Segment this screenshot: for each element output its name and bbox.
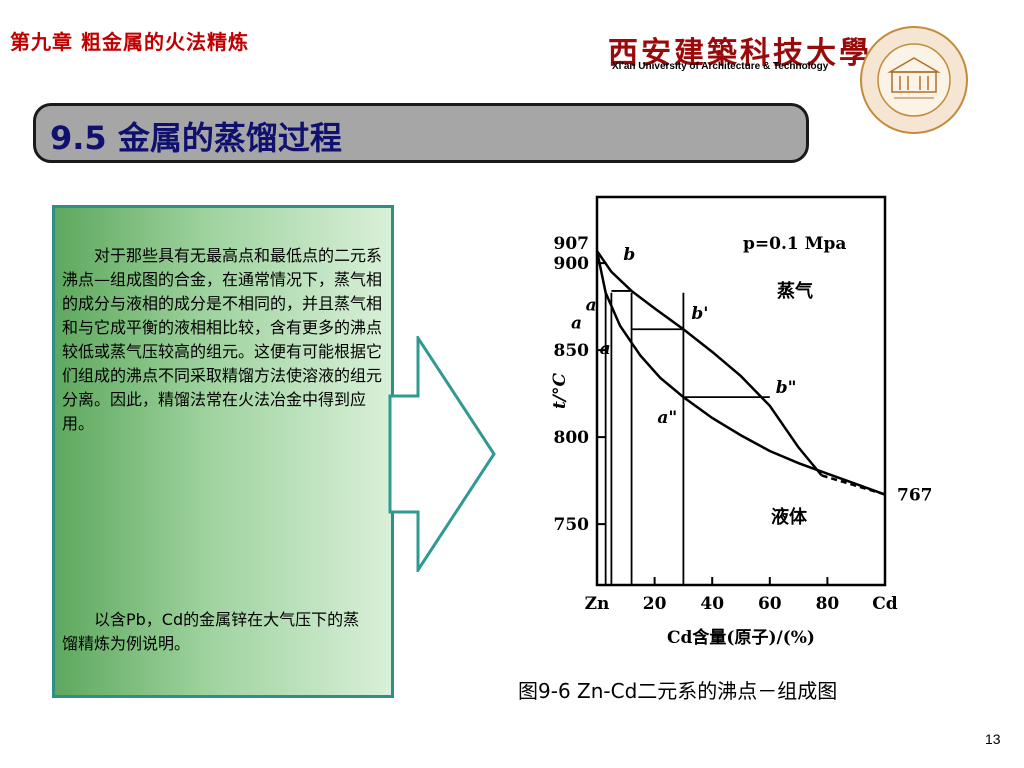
y-tick-label: 850 [554, 341, 590, 361]
figure-caption: 图9-6 Zn-Cd二元系的沸点－组成图 [518, 679, 838, 703]
pressure-annotation: p=0.1 Mpa [743, 234, 846, 254]
y-extra-label: 767 [897, 486, 933, 506]
point-label: b' [691, 304, 708, 324]
right-arrow-icon [388, 336, 496, 572]
plot-frame [595, 195, 887, 587]
text-panel [52, 205, 394, 698]
y-extra-label: 907 [554, 234, 590, 254]
y-axis-label: t/°C [550, 372, 570, 409]
point-label: a [586, 296, 597, 316]
x-axis-label: Cd含量(原子)/(%) [667, 627, 815, 648]
point-label: b [623, 245, 635, 265]
chapter-title: 第九章 粗金属的火法精炼 [10, 30, 249, 54]
point-label: b" [776, 378, 797, 398]
y-tick-label: 800 [554, 428, 590, 448]
university-name-en: Xi'an University of Architecture & Techn… [612, 61, 829, 72]
curve-label: a [571, 314, 582, 334]
liquid-region-label: 液体 [771, 506, 808, 528]
x-tick-label: 80 [816, 594, 840, 614]
page-number: 13 [985, 731, 1001, 747]
point-label: a" [657, 408, 677, 428]
x-tick-label: 40 [700, 594, 724, 614]
section-title: 9.5 金属的蒸馏过程 [50, 119, 342, 157]
vapor-curve [595, 250, 823, 477]
liquid-curve [595, 250, 886, 496]
x-tick-label: 20 [643, 594, 667, 614]
x-tick-label: 60 [758, 594, 782, 614]
university-seal-icon [860, 26, 968, 134]
university-name-cn: 西安建築科技大學 [608, 36, 872, 71]
curve-label: a [600, 339, 611, 359]
body-paragraph-2: 以含Pb，Cd的金属锌在大气压下的蒸馏精炼为例说明。 [62, 610, 360, 653]
vapor-curve-dashed [821, 474, 886, 496]
y-tick-label: 750 [554, 515, 590, 535]
body-paragraph-1: 对于那些具有无最高点和最低点的二元系沸点—组成图的合金，在通常情况下，蒸气相的成… [62, 246, 383, 433]
section-title-bar [33, 103, 809, 163]
vapor-region-label: 蒸气 [777, 280, 813, 302]
x-tick-label: Cd [872, 594, 898, 614]
y-tick-label: 900 [554, 254, 590, 274]
x-tick-label: Zn [585, 594, 610, 614]
